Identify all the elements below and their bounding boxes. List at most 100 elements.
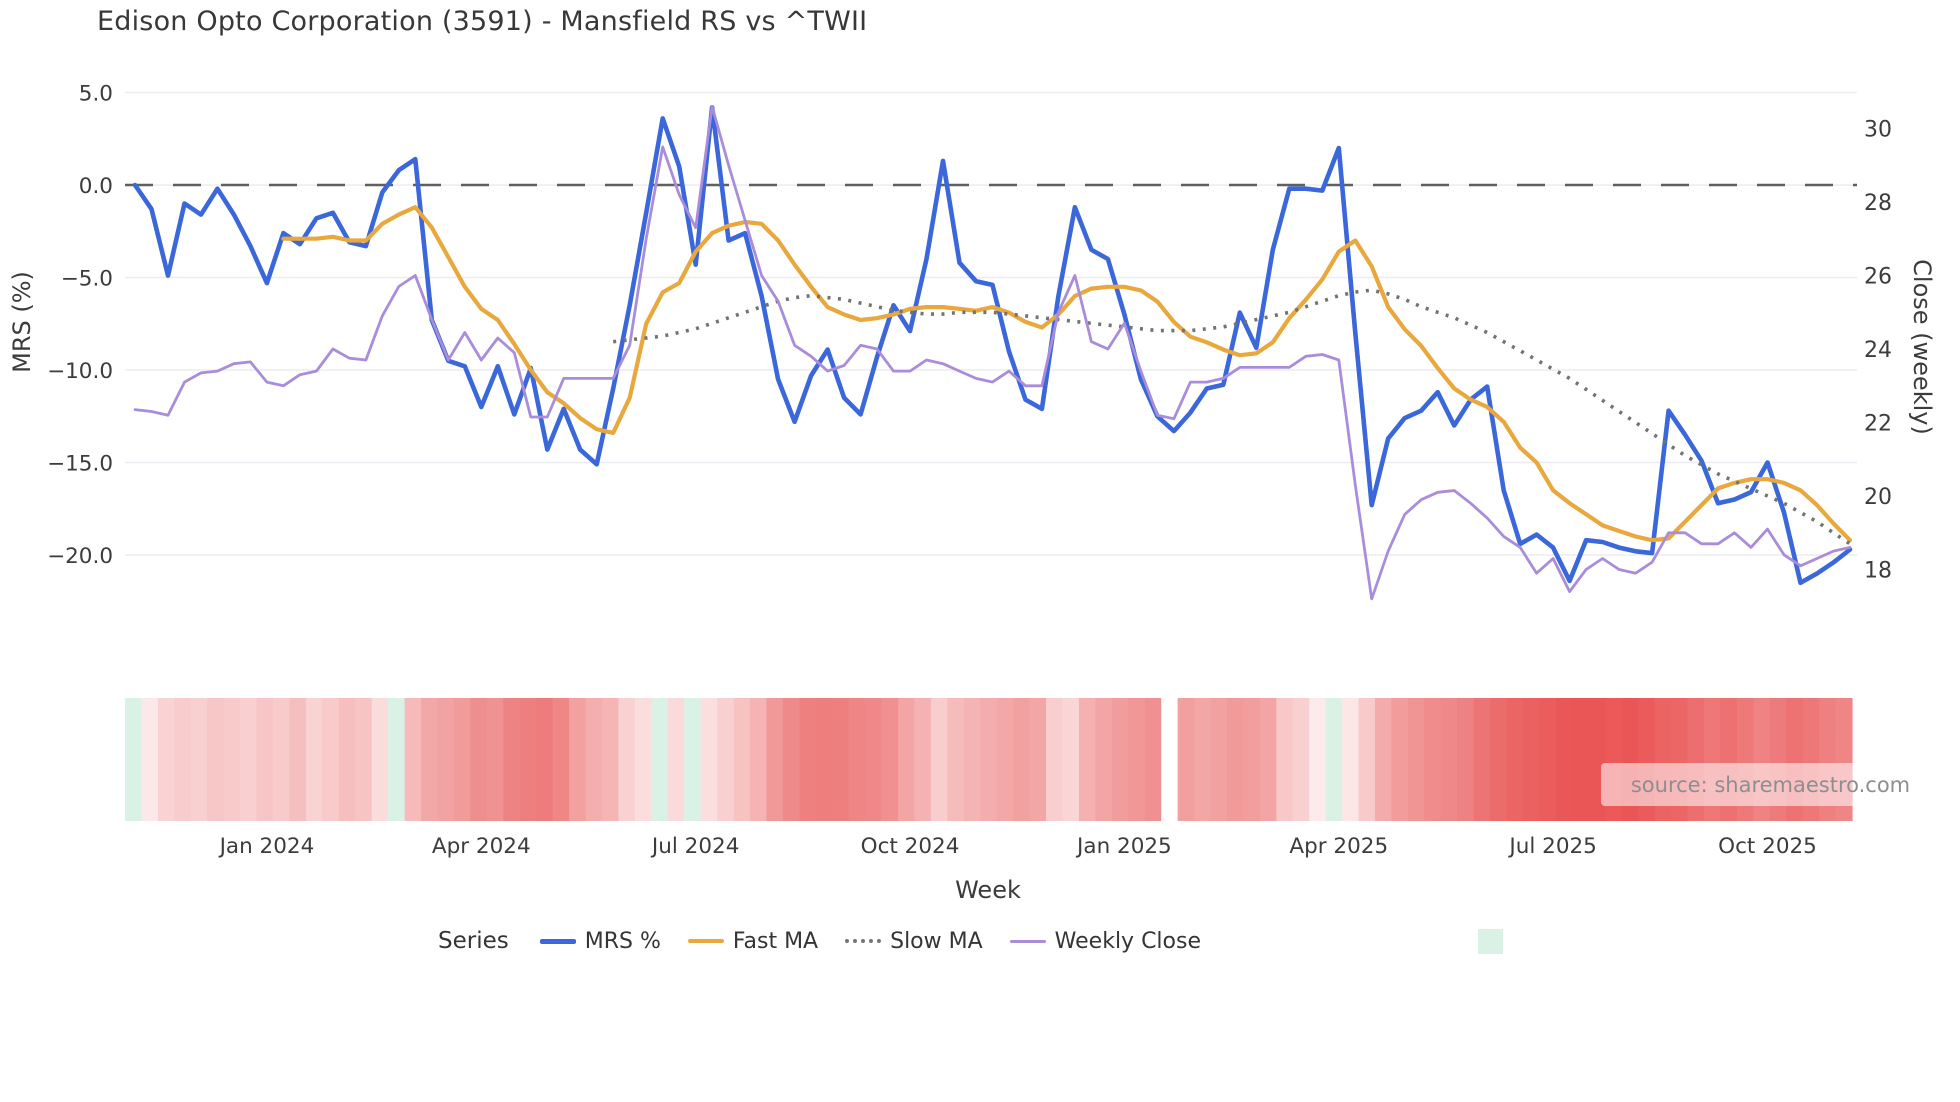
legend-item-slow-ma[interactable]: Slow MA	[845, 929, 983, 954]
heatmap-cell[interactable]	[766, 698, 784, 821]
heatmap-cell[interactable]	[1457, 698, 1475, 821]
heatmap-cell[interactable]	[881, 698, 899, 821]
heatmap-cell[interactable]	[1440, 698, 1458, 821]
heatmap-cell[interactable]	[536, 698, 554, 821]
heatmap-cell[interactable]	[1226, 698, 1245, 821]
heatmap-cell[interactable]	[1177, 698, 1195, 821]
heatmap-cell[interactable]	[1210, 698, 1228, 821]
heatmap-cell[interactable]	[1161, 698, 1179, 821]
heatmap-cell[interactable]	[634, 698, 652, 821]
heatmap-cell[interactable]	[1490, 698, 1508, 821]
heatmap-cell[interactable]	[486, 698, 504, 821]
heatmap-cell[interactable]	[832, 698, 850, 821]
heatmap-cell[interactable]	[421, 698, 439, 821]
heatmap-cell[interactable]	[125, 698, 143, 821]
legend-title: Series	[438, 928, 509, 954]
heatmap-cell[interactable]	[947, 698, 965, 821]
heatmap-cell[interactable]	[815, 698, 833, 821]
heatmap-cell[interactable]	[322, 698, 340, 821]
heatmap-cell[interactable]	[519, 698, 537, 821]
heatmap-cell[interactable]	[1555, 698, 1573, 821]
heatmap-cell[interactable]	[355, 698, 373, 821]
heatmap-cell[interactable]	[1095, 698, 1113, 821]
heatmap-cell[interactable]	[1506, 698, 1524, 821]
heatmap-cell[interactable]	[1078, 698, 1097, 821]
heatmap-cell[interactable]	[470, 698, 488, 821]
heatmap-cell[interactable]	[1358, 698, 1376, 821]
heatmap-cell[interactable]	[651, 698, 669, 821]
left-tick-label: −15.0	[47, 452, 113, 477]
heatmap-cell[interactable]	[1375, 698, 1393, 821]
heatmap-cell[interactable]	[256, 698, 274, 821]
legend-item-mrs[interactable]: MRS %	[539, 928, 661, 954]
legend-item-label: MRS %	[584, 928, 661, 954]
heatmap-cell[interactable]	[240, 698, 258, 821]
heatmap-cell[interactable]	[1128, 698, 1146, 821]
heatmap-cell[interactable]	[371, 698, 389, 821]
heatmap-cell[interactable]	[141, 698, 159, 821]
heatmap-cell[interactable]	[585, 698, 603, 821]
heatmap-cell[interactable]	[388, 698, 406, 821]
heatmap-cell[interactable]	[733, 698, 751, 821]
heatmap-cell[interactable]	[898, 698, 916, 821]
heatmap-cell[interactable]	[569, 698, 587, 821]
heatmap-cell[interactable]	[1029, 698, 1047, 821]
heatmap-cell[interactable]	[1407, 698, 1425, 821]
heatmap-cell[interactable]	[1572, 698, 1590, 821]
heatmap-cell[interactable]	[1325, 698, 1343, 821]
legend-item-fast-ma[interactable]: Fast MA	[687, 929, 818, 954]
heatmap-cell[interactable]	[1523, 698, 1541, 821]
heatmap-cell[interactable]	[190, 698, 208, 821]
heatmap-cell[interactable]	[1062, 698, 1080, 821]
series-weekly-close-path	[133, 105, 1852, 601]
heatmap-cell[interactable]	[1243, 698, 1261, 821]
legend-item-heatmap-swatch[interactable]	[1478, 929, 1503, 954]
heatmap-cell[interactable]	[1539, 698, 1557, 821]
heatmap-cell[interactable]	[1391, 698, 1409, 821]
series-fast-ma-path	[281, 205, 1853, 543]
heatmap-cell[interactable]	[914, 698, 932, 821]
heatmap-cell[interactable]	[996, 698, 1014, 821]
heatmap-cell[interactable]	[289, 698, 307, 821]
heatmap-cell[interactable]	[273, 698, 291, 821]
heatmap-cell[interactable]	[453, 698, 471, 821]
heatmap-cell[interactable]	[1292, 698, 1310, 821]
heatmap-cell[interactable]	[618, 698, 636, 821]
heatmap-cell[interactable]	[305, 698, 323, 821]
heatmap-cell[interactable]	[1111, 698, 1129, 821]
heatmap-cell[interactable]	[1259, 698, 1277, 821]
heatmap-cell[interactable]	[157, 698, 175, 821]
heatmap-cell[interactable]	[980, 698, 998, 821]
heatmap-cell[interactable]	[174, 698, 192, 821]
heatmap-cell[interactable]	[684, 698, 702, 821]
heatmap-cell[interactable]	[1194, 698, 1212, 821]
legend-item-weekly-close[interactable]: Weekly Close	[1009, 929, 1201, 954]
heatmap-cell[interactable]	[865, 698, 883, 821]
heatmap-cell[interactable]	[1309, 698, 1327, 821]
heatmap-cell[interactable]	[717, 698, 735, 821]
heatmap-cell[interactable]	[552, 698, 570, 821]
heatmap-cell[interactable]	[503, 698, 521, 821]
heatmap-cell[interactable]	[338, 698, 356, 821]
heatmap-cell[interactable]	[799, 698, 817, 821]
heatmap-cell[interactable]	[963, 698, 981, 821]
heatmap-cell[interactable]	[404, 698, 422, 821]
heatmap-cell[interactable]	[1424, 698, 1442, 821]
heatmap-cell[interactable]	[848, 698, 866, 821]
heatmap-cell[interactable]	[750, 698, 768, 821]
heatmap-cell[interactable]	[782, 698, 800, 821]
heatmap-cell[interactable]	[700, 698, 718, 821]
heatmap-cell[interactable]	[1342, 698, 1360, 821]
heatmap-cell[interactable]	[667, 698, 685, 821]
heatmap-cell[interactable]	[223, 698, 241, 821]
heatmap-cell[interactable]	[1144, 698, 1162, 821]
heatmap-cell[interactable]	[1473, 698, 1491, 821]
heatmap-cell[interactable]	[1013, 698, 1031, 821]
heatmap-cell[interactable]	[1046, 698, 1064, 821]
heatmap-cell[interactable]	[930, 698, 948, 821]
heatmap-cell[interactable]	[437, 698, 455, 821]
heatmap-cell[interactable]	[207, 698, 225, 821]
heatmap-cell[interactable]	[601, 698, 620, 821]
heatmap-cell[interactable]	[1276, 698, 1294, 821]
